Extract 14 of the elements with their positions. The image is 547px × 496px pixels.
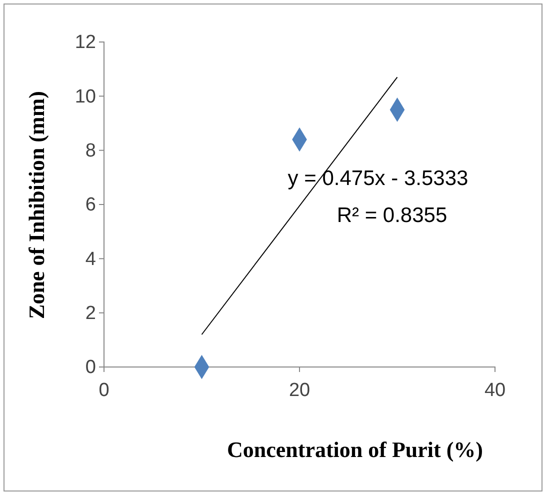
- annotation: R² = 0.8355: [336, 204, 448, 227]
- y-tick-label: 6: [85, 194, 96, 216]
- y-tick-label: 8: [85, 140, 96, 162]
- x-tick-label: 40: [484, 380, 506, 401]
- y-tick-label: 10: [74, 86, 96, 108]
- x-tick-label: 0: [98, 380, 110, 401]
- y-tick-label: 4: [85, 248, 96, 270]
- x-tick-label: 20: [288, 380, 310, 401]
- y-axis-title: Zone of Inhibition (mm): [24, 91, 49, 319]
- x-axis-title: Concentration of Purit (%): [226, 437, 484, 462]
- y-tick-label: 12: [74, 32, 96, 54]
- y-tick-label: 2: [85, 302, 96, 324]
- annotation: y = 0.475x - 3.5333: [288, 167, 468, 190]
- y-tick-label: 0: [85, 357, 96, 378]
